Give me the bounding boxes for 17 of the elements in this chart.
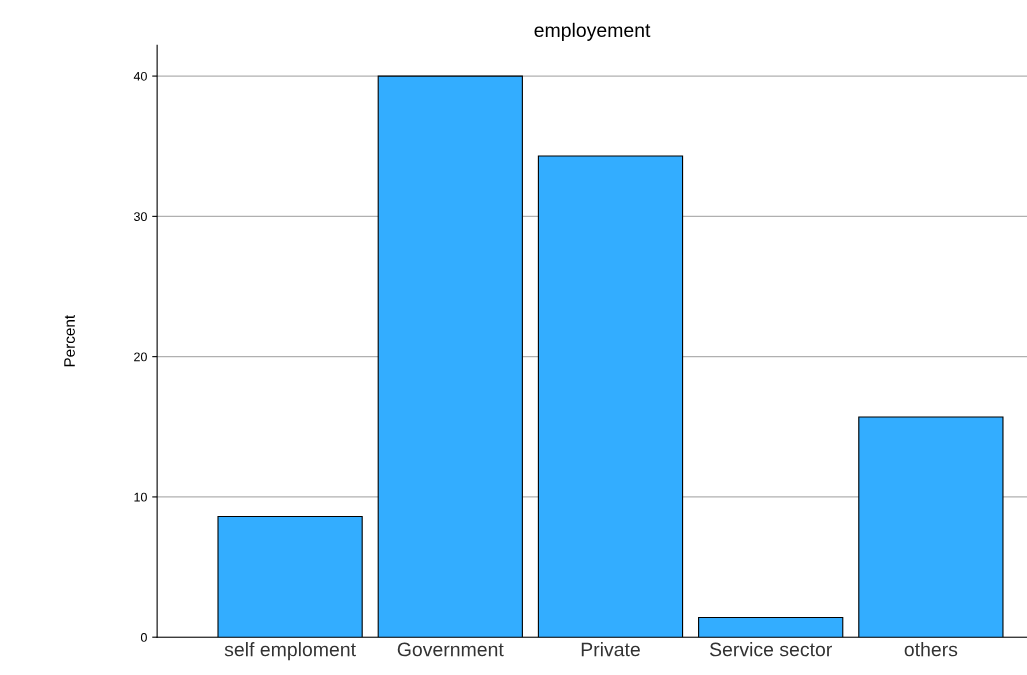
- y-tick-label: 30: [133, 212, 147, 222]
- bar: [537, 155, 684, 638]
- x-tick-label: self emploment: [224, 642, 356, 661]
- y-tick-label: 10: [134, 492, 147, 502]
- y-tick-label: 0: [140, 633, 147, 642]
- chart-title: employement: [534, 22, 651, 41]
- y-axis-title: Percent: [64, 315, 75, 367]
- y-tick-label: 20: [134, 352, 147, 362]
- x-tick-label: Service sector: [709, 642, 832, 657]
- x-tick-label: others: [904, 642, 958, 657]
- bar: [858, 416, 1004, 638]
- bar: [377, 75, 523, 638]
- bar: [698, 617, 844, 638]
- bar: [217, 516, 363, 638]
- y-tick-label: 40: [133, 71, 147, 81]
- x-tick-label: Private: [581, 642, 640, 657]
- x-tick-label: Government: [397, 642, 504, 657]
